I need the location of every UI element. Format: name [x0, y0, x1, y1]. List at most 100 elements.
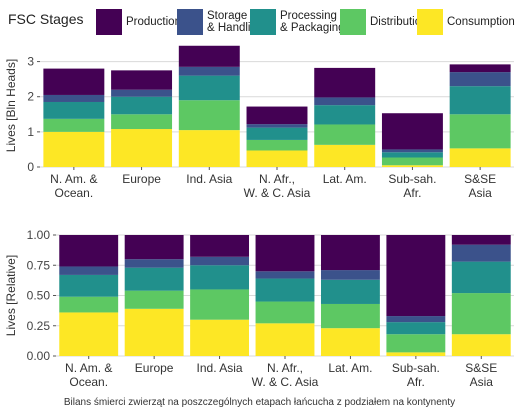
- y-tick-label: 0.50: [27, 289, 51, 303]
- bar-segment-consumption-europe: [111, 129, 173, 167]
- y-axis-title: Lives [Bln Heads]: [4, 59, 18, 152]
- bar-segment-distribution-ind-asia: [190, 289, 250, 320]
- bar-segment-consumption-n-afr-w-c-asia: [246, 150, 308, 167]
- chart-absolute: 0 1 2 3 Lives [Bln Heads] N. Am. & Ocean. Europ…: [4, 44, 514, 200]
- bar-segment-consumption-n-am-ocean: [43, 131, 105, 167]
- y-tick-label: 1.00: [27, 228, 51, 242]
- bar-segment-processing-packaging-n-am-ocean: [43, 101, 105, 119]
- bar-segment-production-ind-asia: [190, 235, 250, 257]
- bar-segment-consumption-lat-am: [314, 144, 376, 167]
- bar-segment-processing-packaging-europe: [124, 267, 184, 291]
- bar-segment-distribution-n-afr-w-c-asia: [246, 139, 308, 151]
- bar-segment-distribution-n-am-ocean: [43, 118, 105, 132]
- y-tick-label: 1: [27, 125, 34, 139]
- bar-segment-storage-handling-lat-am: [320, 270, 380, 280]
- y-tick-label: 2: [27, 90, 34, 104]
- legend-label-distribution: Distribution: [370, 16, 428, 28]
- bar-segment-production-n-afr-w-c-asia: [255, 235, 315, 272]
- bar-segment-processing-packaging-s-se-asia: [451, 261, 511, 294]
- y-tick-label: 0.00: [27, 349, 51, 363]
- bar-segment-production-n-afr-w-c-asia: [246, 106, 308, 125]
- legend-item-production: Production: [96, 7, 181, 37]
- bar-segment-consumption-sub-sah-afr: [386, 352, 446, 356]
- bar-segment-distribution-europe: [111, 114, 173, 130]
- x-tick-label: N. Afr., W. & C. Asia: [252, 361, 319, 389]
- bar-segment-distribution-s-se-asia: [449, 114, 511, 149]
- bar-segment-distribution-lat-am: [314, 124, 376, 145]
- y-tick-label: 0.25: [27, 319, 51, 333]
- bar-segment-consumption-ind-asia: [190, 319, 250, 356]
- bar-segment-storage-handling-europe: [124, 259, 184, 268]
- bar-segment-consumption-n-am-ocean: [59, 312, 119, 356]
- bar-segment-distribution-n-afr-w-c-asia: [255, 301, 315, 324]
- bar-segment-consumption-sub-sah-afr: [381, 165, 443, 167]
- x-tick-label: N. Am. & Ocean.: [65, 361, 112, 389]
- x-tick-label: N. Am. & Ocean.: [50, 172, 97, 200]
- x-tick-label: N. Afr., W. & C. Asia: [244, 172, 311, 200]
- y-tick-label: 0.75: [27, 258, 51, 272]
- bar-segment-production-s-se-asia: [449, 64, 511, 73]
- bar-segment-consumption-s-se-asia: [451, 334, 511, 356]
- bar-segment-distribution-sub-sah-afr: [386, 334, 446, 353]
- x-tick-label: Europe: [135, 361, 174, 375]
- bar-segment-distribution-s-se-asia: [451, 293, 511, 335]
- legend-swatch-storage: [177, 9, 203, 35]
- chart-relative: 0.00 0.25 0.50 0.75 1.00 Lives [Relative] N. A…: [4, 228, 514, 389]
- bar-segment-processing-packaging-europe: [111, 96, 173, 115]
- legend-item-consumption: Consumption: [417, 7, 515, 37]
- bar-segment-consumption-lat-am: [320, 328, 380, 356]
- bar-segment-storage-handling-n-am-ocean: [59, 266, 119, 275]
- bar-segment-storage-handling-s-se-asia: [449, 72, 511, 87]
- legend-item-processing: Processing & Packaging: [250, 7, 345, 37]
- bar-segment-distribution-lat-am: [320, 303, 380, 329]
- bar-segment-storage-handling-sub-sah-afr: [386, 316, 446, 323]
- bar-segment-production-lat-am: [320, 235, 380, 271]
- bar-segment-processing-packaging-lat-am: [320, 279, 380, 304]
- bar-segment-processing-packaging-s-se-asia: [449, 86, 511, 115]
- x-tick-label: Ind. Asia: [197, 361, 243, 375]
- bar-segment-production-n-am-ocean: [59, 235, 119, 267]
- bar-segment-processing-packaging-lat-am: [314, 105, 376, 125]
- bar-segment-processing-packaging-n-afr-w-c-asia: [246, 127, 308, 140]
- y-tick-label: 3: [27, 55, 34, 69]
- bar-segment-processing-packaging-n-afr-w-c-asia: [255, 278, 315, 302]
- bar-segment-processing-packaging-n-am-ocean: [59, 274, 119, 297]
- legend-swatch-consumption: [417, 9, 443, 35]
- bar-segment-storage-handling-ind-asia: [178, 66, 240, 76]
- y-tick-label: 0: [27, 160, 34, 174]
- bar-segment-production-lat-am: [314, 67, 376, 98]
- legend-label-consumption: Consumption: [447, 16, 515, 28]
- bar-segment-distribution-europe: [124, 290, 184, 309]
- bar-segment-distribution-n-am-ocean: [59, 296, 119, 313]
- bar-segment-processing-packaging-sub-sah-afr: [381, 152, 443, 158]
- bar-segment-storage-handling-n-afr-w-c-asia: [246, 124, 308, 128]
- bar-segment-distribution-sub-sah-afr: [381, 157, 443, 166]
- bar-segment-storage-handling-sub-sah-afr: [381, 149, 443, 153]
- bar-segment-production-europe: [111, 70, 173, 90]
- bar-segment-consumption-ind-asia: [178, 130, 240, 167]
- figure-caption: Bilans śmierci zwierząt na poszczególnyc…: [63, 397, 456, 408]
- bar-segment-storage-handling-n-am-ocean: [43, 94, 105, 102]
- bar-segment-storage-handling-europe: [111, 89, 173, 97]
- x-tick-label: Lat. Am.: [323, 172, 367, 186]
- bar-segment-consumption-n-afr-w-c-asia: [255, 323, 315, 356]
- bar-segment-storage-handling-n-afr-w-c-asia: [255, 271, 315, 279]
- legend-label-processing: Processing & Packaging: [280, 10, 345, 34]
- bar-segment-processing-packaging-ind-asia: [178, 75, 240, 101]
- legend: FSC Stages Production Storage & Handling…: [0, 0, 519, 44]
- x-tick-label: Lat. Am.: [328, 361, 372, 375]
- bar-segment-production-sub-sah-afr: [386, 235, 446, 317]
- bar-segment-production-sub-sah-afr: [381, 113, 443, 150]
- bar-segment-production-ind-asia: [178, 45, 240, 67]
- bar-segment-processing-packaging-ind-asia: [190, 265, 250, 290]
- x-tick-label: S&SE Asia: [465, 361, 497, 389]
- x-tick-label: Ind. Asia: [186, 172, 232, 186]
- x-tick-label: S&SE Asia: [464, 172, 496, 200]
- legend-title: FSC Stages: [8, 11, 84, 27]
- bar-segment-consumption-europe: [124, 308, 184, 356]
- legend-item-distribution: Distribution: [340, 7, 428, 37]
- y-axis-title: Lives [Relative]: [4, 255, 18, 336]
- x-tick-label: Sub-sah. Afr.: [388, 172, 436, 200]
- bar-segment-consumption-s-se-asia: [449, 148, 511, 167]
- legend-swatch-distribution: [340, 9, 366, 35]
